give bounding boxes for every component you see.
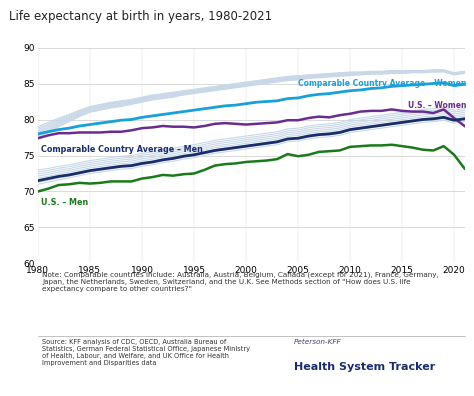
Text: Source: KFF analysis of CDC, OECD, Australia Bureau of
Statistics, German Federa: Source: KFF analysis of CDC, OECD, Austr…	[42, 339, 250, 366]
Text: Health System Tracker: Health System Tracker	[294, 362, 435, 373]
Text: Life expectancy at birth in years, 1980-2021: Life expectancy at birth in years, 1980-…	[9, 10, 273, 23]
Text: U.S. – Women: U.S. – Women	[408, 101, 466, 110]
Text: U.S. – Men: U.S. – Men	[41, 198, 88, 207]
Text: Peterson-KFF: Peterson-KFF	[294, 339, 341, 345]
Text: Note: Comparable countries include: Australia, Austria, Belgium, Canada (except : Note: Comparable countries include: Aust…	[42, 272, 439, 292]
Text: Comparable Country Average – Women: Comparable Country Average – Women	[298, 79, 466, 88]
Text: Comparable Country Average – Men: Comparable Country Average – Men	[41, 145, 203, 154]
